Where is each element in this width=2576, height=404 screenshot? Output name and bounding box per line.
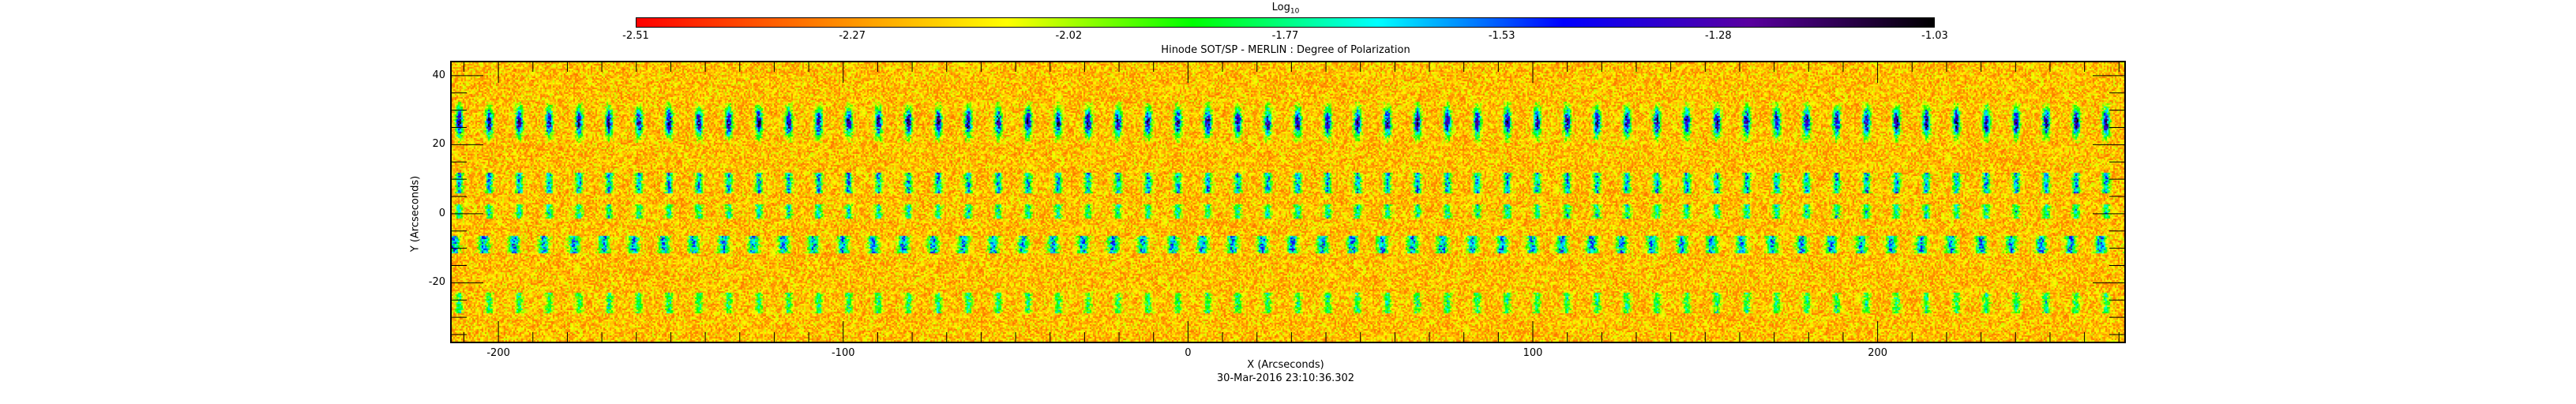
x-tick-label: 0 — [1185, 347, 1192, 359]
x-tick-label: 100 — [1523, 347, 1543, 359]
colorbar-tick-label: -2.51 — [622, 30, 649, 42]
y-tick-label: 0 — [438, 207, 445, 219]
y-tick-label: 40 — [432, 69, 445, 81]
date-label: 30-Mar-2016 23:10:36.302 — [1216, 372, 1355, 384]
heatmap-image — [452, 62, 2124, 342]
heatmap-plot-area — [450, 61, 2126, 343]
y-axis-label: Y (Arcseconds) — [409, 175, 422, 252]
colorbar-tick-label: -1.77 — [1271, 30, 1299, 42]
colorbar — [636, 17, 1935, 28]
y-tick-label: 20 — [432, 138, 445, 151]
x-tick-label: 200 — [1868, 347, 1888, 359]
colorbar-tick-label: -1.03 — [1921, 30, 1948, 42]
colorbar-tick-label: -2.02 — [1055, 30, 1083, 42]
x-tick-label: -100 — [831, 347, 855, 359]
x-tick-label: -200 — [486, 347, 510, 359]
chart-title: Hinode SOT/SP - MERLIN : Degree of Polar… — [1161, 44, 1410, 56]
colorbar-tick-label: -2.27 — [839, 30, 866, 42]
colorbar-tick-label: -1.53 — [1488, 30, 1515, 42]
colorbar-tick-label: -1.28 — [1705, 30, 1732, 42]
x-axis-label: X (Arcseconds) — [1247, 359, 1324, 371]
y-tick-label: -20 — [428, 276, 445, 289]
colorbar-title: Log10 — [1271, 2, 1300, 16]
